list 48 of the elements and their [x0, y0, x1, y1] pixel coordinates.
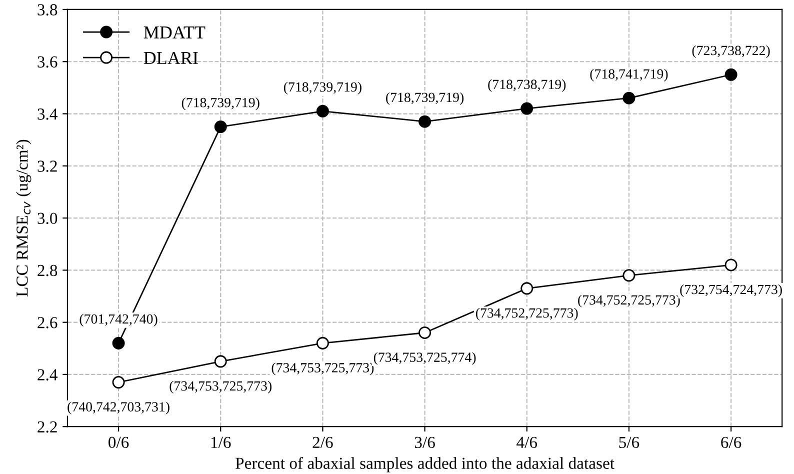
legend-label: MDATT [144, 26, 206, 38]
annotation: (723,738,722) [692, 45, 770, 58]
point [112, 336, 125, 350]
y-tick-label: 3.8 [38, 4, 58, 16]
x-tick-label: 0/6 [108, 436, 129, 448]
y-axis-title: LCC RMSE$_{cv}$ (ug/cm²) [16, 140, 32, 296]
annotation: (732,754,724,773) [680, 284, 782, 298]
annotation: (718,739,719) [182, 98, 260, 110]
y-tick-label: 3.4 [38, 108, 58, 120]
point [520, 102, 534, 115]
point [316, 336, 329, 350]
annotation: (718,738,719) [488, 79, 566, 92]
y-tick-label: 3.2 [38, 160, 57, 172]
annotation: (718,741,719) [590, 68, 668, 82]
annotation: (740,742,703,731) [68, 402, 170, 414]
point [622, 92, 636, 104]
point [520, 282, 534, 295]
annotation: (734,753,725,773) [170, 380, 272, 394]
x-axis-title: Percent of abaxial samples added into the adaxial dataset [236, 456, 614, 472]
point [112, 376, 125, 389]
point [214, 355, 227, 368]
point [418, 115, 432, 128]
x-tick-label: 5/6 [619, 436, 640, 448]
x-tick-label: 6/6 [721, 436, 742, 448]
y-tick-label: 3.0 [38, 212, 58, 224]
x-tick-label: 2/6 [312, 436, 333, 448]
point [622, 269, 636, 282]
point [316, 104, 329, 118]
x-tick-label: 3/6 [414, 436, 435, 448]
point [214, 120, 227, 134]
point [724, 258, 738, 272]
y-tick-label: 2.2 [38, 421, 57, 433]
annotation: (734,753,725,773) [272, 362, 374, 376]
annotation: (734,752,725,773) [476, 308, 578, 320]
y-tick-label: 2.4 [38, 369, 58, 380]
legend-label: DLARI [144, 52, 198, 64]
y-tick-label: 2.6 [38, 317, 58, 328]
annotation: (734,752,725,773) [578, 294, 680, 308]
x-tick-label: 1/6 [211, 436, 231, 448]
annotation: (718,739,719) [386, 92, 464, 105]
annotation: (734,753,725,774) [374, 352, 476, 365]
y-tick-label: 2.8 [38, 264, 58, 276]
annotation: (701,742,740) [80, 314, 158, 327]
point [418, 326, 432, 339]
annotation: (718,739,719) [284, 82, 362, 94]
y-tick-label: 3.6 [38, 56, 58, 68]
x-tick-label: 4/6 [516, 436, 538, 448]
point [724, 68, 738, 81]
